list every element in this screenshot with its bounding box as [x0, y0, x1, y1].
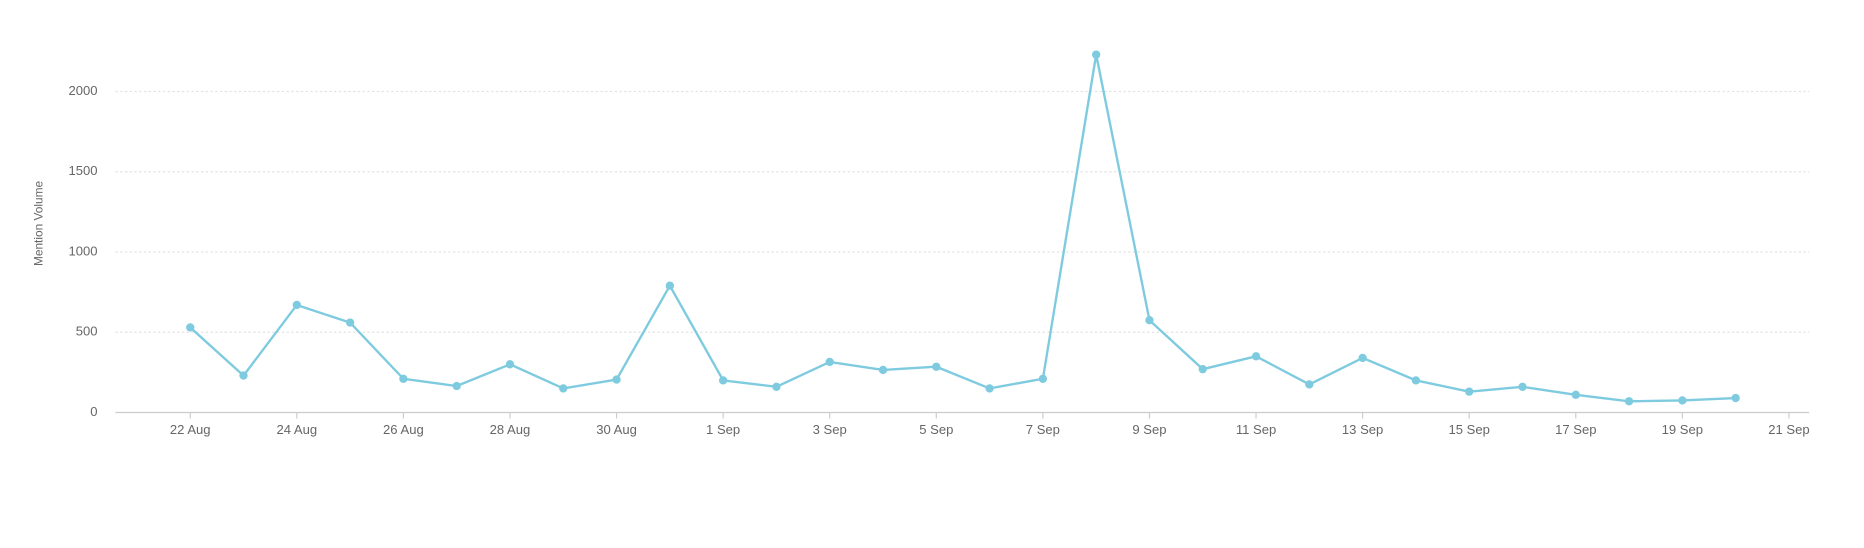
y-tick-label: 0: [90, 404, 97, 419]
point: [1358, 353, 1367, 363]
point: [1518, 382, 1527, 391]
point: [932, 362, 941, 371]
x-tick-label: 11 Sep: [1236, 422, 1276, 437]
y-tick-label: 2000: [68, 83, 97, 98]
x-tick-label: 5 Sep: [919, 422, 953, 437]
point: [825, 357, 834, 367]
point: [1731, 393, 1740, 403]
y-tick-label: 500: [76, 324, 98, 339]
point: [292, 300, 301, 310]
point: [1571, 390, 1580, 399]
x-tick-label: 28 Aug: [490, 422, 531, 437]
point: [1678, 396, 1687, 405]
x-tick-label: 3 Sep: [813, 422, 847, 437]
point: [1305, 380, 1314, 389]
point: [772, 382, 781, 391]
point: [559, 384, 568, 393]
y-tick-label: 1000: [68, 243, 97, 258]
x-tick-label: 24 Aug: [276, 422, 317, 437]
x-tick-label: 17 Sep: [1555, 422, 1596, 437]
x-tick-label: 19 Sep: [1662, 422, 1703, 437]
point: [1038, 374, 1048, 383]
line: [189, 54, 1736, 403]
x-tick-label: 21 Sep: [1768, 422, 1809, 437]
x-tick-label: 13 Sep: [1342, 422, 1383, 437]
x-tick-label: 26 Aug: [383, 422, 424, 437]
x-tick-label: 22 Aug: [170, 422, 211, 437]
point: [345, 318, 355, 327]
point: [878, 365, 888, 375]
x-tick-label: 30 Aug: [596, 422, 637, 437]
point: [452, 381, 461, 391]
point: [1251, 352, 1261, 361]
x-tick-label: 9 Sep: [1132, 422, 1166, 437]
x-tick-label: 15 Sep: [1449, 422, 1490, 437]
point: [186, 323, 195, 332]
y-tick-label: 1500: [68, 163, 97, 178]
point: [1198, 364, 1207, 374]
point: [399, 374, 408, 383]
point: [985, 384, 994, 393]
y-axis-title: Mention Volume: [31, 181, 45, 267]
point: [1145, 316, 1154, 325]
x-tick-label: 1 Sep: [706, 422, 740, 437]
point: [718, 376, 728, 385]
point: [665, 281, 675, 290]
point: [1465, 387, 1474, 396]
point: [505, 360, 515, 369]
point: [1411, 376, 1421, 385]
point: [239, 371, 248, 380]
point: [1092, 50, 1101, 59]
point: [1624, 397, 1634, 406]
x-tick-label: 7 Sep: [1026, 422, 1060, 437]
point: [612, 375, 621, 384]
